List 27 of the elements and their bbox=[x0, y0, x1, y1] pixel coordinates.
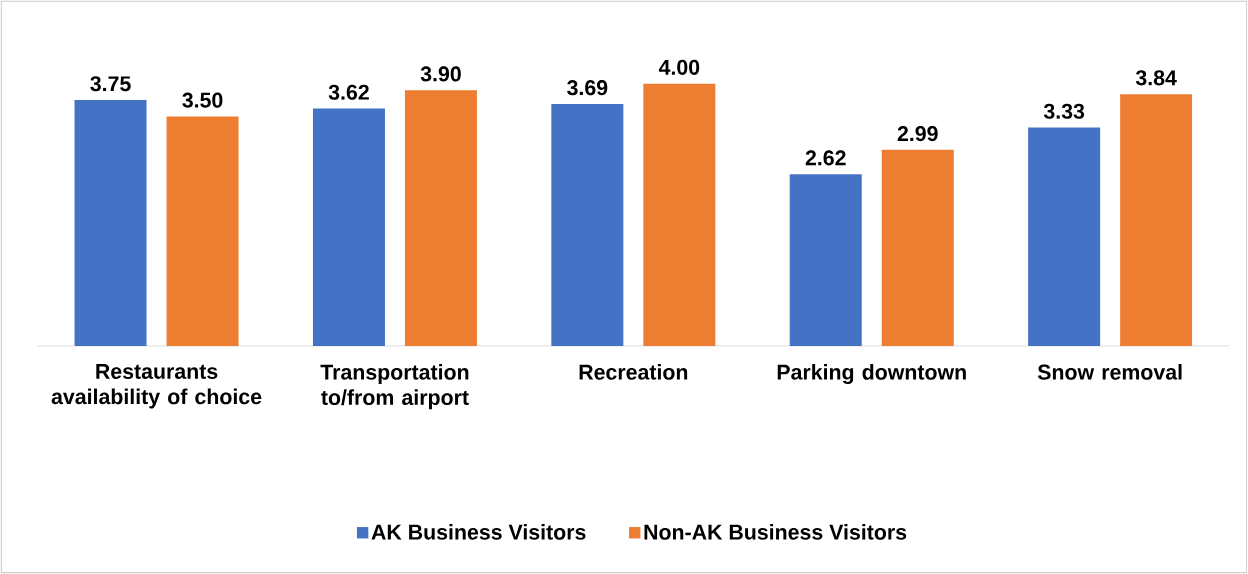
data-label: 3.33 bbox=[1043, 103, 1085, 119]
bar bbox=[166, 116, 239, 346]
bar bbox=[312, 108, 385, 346]
x-tick-label: Snow removal bbox=[1037, 364, 1182, 380]
x-tick-label: Recreation bbox=[579, 364, 688, 380]
data-label: 3.50 bbox=[182, 92, 223, 108]
x-tick-label: Restaurants availability of choice bbox=[51, 364, 262, 409]
data-label: 2.62 bbox=[805, 150, 846, 166]
data-label: 3.75 bbox=[90, 76, 131, 92]
x-tick-label: Parking downtown bbox=[777, 364, 966, 385]
legend-label: Non-AK Business Visitors bbox=[644, 524, 907, 540]
data-label: 4.00 bbox=[658, 59, 700, 75]
legend-label: AK Business Visitors bbox=[371, 524, 586, 540]
data-label: 3.62 bbox=[328, 84, 369, 100]
data-label: 2.99 bbox=[897, 126, 938, 142]
data-label: 3.69 bbox=[567, 80, 608, 96]
bar bbox=[789, 174, 862, 346]
bar bbox=[404, 90, 477, 346]
data-label: 3.84 bbox=[1135, 70, 1177, 86]
bar bbox=[1120, 94, 1193, 346]
bar bbox=[74, 100, 147, 346]
x-tick-label: Transportation to/from airport bbox=[320, 364, 469, 410]
bar bbox=[643, 83, 716, 346]
bar bbox=[1028, 127, 1101, 346]
data-label: 3.90 bbox=[420, 66, 461, 82]
bar bbox=[551, 103, 624, 346]
bar bbox=[881, 149, 954, 346]
